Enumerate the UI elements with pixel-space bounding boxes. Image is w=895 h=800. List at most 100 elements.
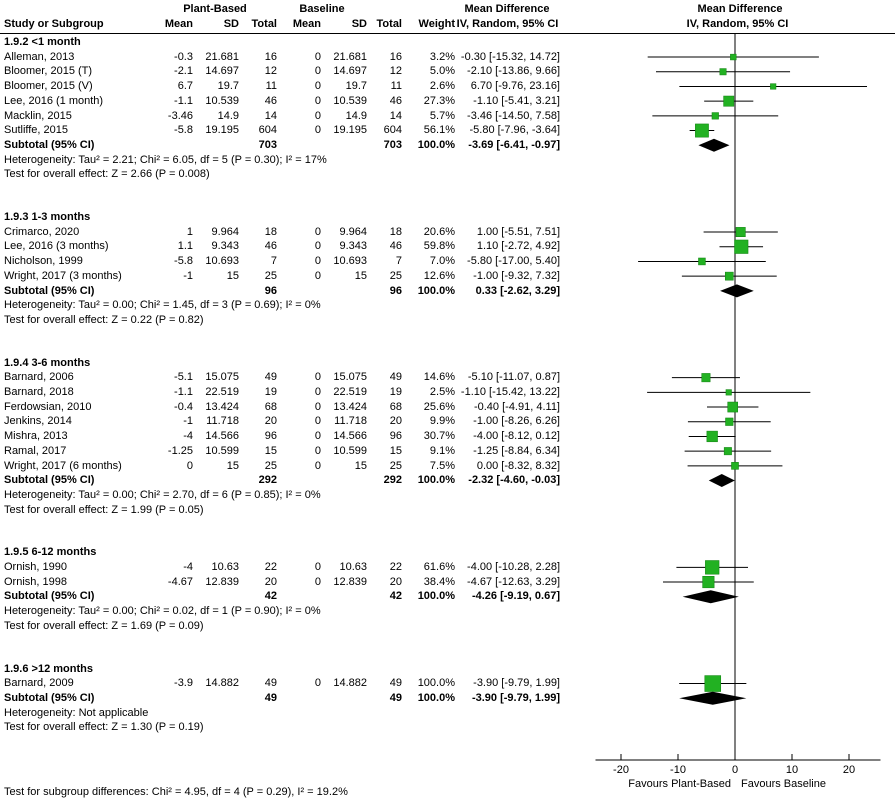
bl-mean: 0 — [314, 269, 321, 282]
heterogeneity-row-text: Heterogeneity: Tau² = 0.00; Chi² = 0.02,… — [4, 605, 321, 618]
study-name: Wright, 2017 (3 months) — [4, 269, 122, 282]
study-row: Barnard, 2006 -5.1 15.075 49 0 15.075 49 14.6% -… — [0, 370, 895, 385]
bl-mean: 0 — [314, 677, 321, 690]
table-header: Plant-Based Baseline Mean Difference Mea… — [0, 0, 895, 34]
bl-mean — [277, 284, 321, 299]
study-row: Bloomer, 2015 (T) -2.1 14.697 12 0 14.697 12 5.… — [0, 64, 895, 79]
pb-sd: 9.964 — [211, 225, 239, 238]
subgroup-header-row-text: 1.9.2 <1 month — [4, 36, 81, 48]
pb-sd: 14.9 — [217, 109, 239, 122]
subtotal-label: Subtotal (95% CI) — [4, 284, 95, 297]
overall-effect-row-text: Test for overall effect: Z = 0.22 (P = 0… — [4, 313, 204, 326]
subtotal-row: Subtotal (95% CI) 42 42 100.0% -4.26 [-9.19,… — [0, 589, 895, 604]
weight: 100.0% — [417, 590, 455, 603]
bl-mean — [277, 691, 321, 706]
pb-sd: 14.697 — [205, 65, 239, 78]
subtotal-label: Subtotal (95% CI) — [4, 138, 95, 151]
bl-total: 96 — [389, 430, 402, 443]
pb-sd — [193, 284, 239, 299]
bl-mean: 0 — [314, 240, 321, 253]
pb-sd: 15.075 — [205, 371, 239, 384]
bl-sd: 14.697 — [333, 65, 367, 78]
col-weight: Weight — [418, 18, 455, 30]
weight: 56.1% — [423, 124, 455, 137]
subtotal-row: Subtotal (95% CI) 292 292 100.0% -2.32 [-4.6… — [0, 473, 895, 488]
subgroup-header-row: 1.9.4 3-6 months — [0, 356, 895, 371]
bl-total: 15 — [389, 444, 402, 457]
study-row: Jenkins, 2014 -1 11.718 20 0 11.718 20 9.9% -1.0… — [0, 414, 895, 429]
weight: 59.8% — [423, 240, 455, 253]
study-name: Wright, 2017 (6 months) — [4, 459, 122, 472]
bl-mean: 0 — [314, 561, 321, 573]
bl-mean: 0 — [314, 430, 321, 443]
pb-sd: 15 — [226, 269, 239, 282]
study-row: Lee, 2016 (3 months) 1.1 9.343 46 0 9.343 46 59… — [0, 239, 895, 254]
bl-sd — [321, 473, 367, 488]
overall-effect-row-text: Test for overall effect: Z = 2.66 (P = 0… — [4, 168, 210, 181]
heterogeneity-row: Heterogeneity: Tau² = 0.00; Chi² = 2.70,… — [0, 488, 895, 503]
overall-effect-row-text: Test for overall effect: Z = 1.69 (P = 0… — [4, 619, 204, 632]
md-ci-text: 6.70 [-9.76, 23.16] — [470, 80, 560, 93]
weight: 30.7% — [423, 430, 455, 443]
bl-sd: 19.195 — [333, 124, 367, 137]
bl-mean — [277, 589, 321, 604]
bl-total: 7 — [395, 255, 402, 268]
effect-text-subtitle: IV, Random, 95% CI — [456, 18, 559, 30]
weight: 7.5% — [429, 459, 455, 472]
pb-mean: -0.3 — [174, 50, 193, 63]
bl-mean — [277, 473, 321, 488]
md-ci-text: 1.10 [-2.72, 4.92] — [476, 240, 560, 253]
study-name: Barnard, 2018 — [4, 386, 74, 398]
subtotal-label: Subtotal (95% CI) — [4, 474, 95, 487]
pb-mean — [144, 691, 193, 706]
study-row: Ferdowsian, 2010 -0.4 13.424 68 0 13.424 68 25.… — [0, 400, 895, 415]
subgroup-header-row: 1.9.2 <1 month — [0, 35, 895, 50]
bl-mean: 0 — [314, 255, 321, 268]
study-row: Bloomer, 2015 (V) 6.7 19.7 11 0 19.7 11 2.6% 6.7… — [0, 79, 895, 94]
col-bl-sd: SD — [351, 18, 367, 30]
bl-mean: 0 — [314, 386, 321, 398]
bl-total: 68 — [389, 400, 402, 413]
md-ci-text: -2.10 [-13.86, 9.66] — [467, 65, 560, 78]
subtotal-label: Subtotal (95% CI) — [4, 691, 95, 704]
bl-total: 703 — [383, 138, 402, 151]
bl-total: 11 — [390, 80, 402, 93]
overall-effect-row-text: Test for overall effect: Z = 1.30 (P = 0… — [4, 721, 204, 734]
pb-total: 49 — [264, 691, 277, 704]
pb-mean: 1 — [186, 225, 193, 238]
pb-mean: -4.67 — [167, 575, 193, 588]
pb-mean: 6.7 — [177, 80, 193, 93]
pb-sd: 10.693 — [205, 255, 239, 268]
study-name: Lee, 2016 (1 month) — [4, 94, 104, 107]
pb-mean: 1.1 — [177, 240, 193, 253]
bl-total: 42 — [389, 590, 402, 603]
bl-mean: 0 — [314, 371, 321, 384]
pb-mean: -2.1 — [174, 65, 193, 78]
axis-tick-label: 0 — [732, 764, 738, 776]
weight: 7.0% — [429, 255, 455, 268]
subgroup-header-row-text: 1.9.6 >12 months — [4, 662, 93, 675]
study-name: Bloomer, 2015 (V) — [4, 80, 93, 93]
pb-total: 703 — [258, 138, 277, 151]
study-name: Macklin, 2015 — [4, 109, 72, 122]
bl-sd — [321, 138, 367, 153]
pb-total: 22 — [264, 561, 277, 573]
weight: 25.6% — [423, 400, 455, 413]
overall-effect-row: Test for overall effect: Z = 0.22 (P = 0… — [0, 313, 895, 328]
col-study: Study or Subgroup — [4, 18, 104, 30]
pb-total: 49 — [264, 371, 277, 384]
bl-total: 604 — [383, 124, 402, 137]
favours-left-label: Favours Plant-Based — [628, 778, 731, 790]
pb-total: 11 — [265, 80, 277, 93]
md-ci-text: -3.90 [-9.79, 1.99] — [471, 691, 560, 704]
study-name: Barnard, 2009 — [4, 677, 74, 690]
axis-tick-label: 10 — [786, 764, 798, 776]
group2-header: Baseline — [299, 3, 345, 15]
bl-total: 19 — [389, 386, 402, 398]
weight: 100.0% — [417, 138, 455, 151]
weight: 9.1% — [429, 444, 455, 457]
subgroup-header-row: 1.9.6 >12 months — [0, 662, 895, 677]
study-row: Wright, 2017 (3 months) -1 15 25 0 15 25 12.6% -… — [0, 269, 895, 284]
pb-mean: -5.8 — [174, 255, 193, 268]
overall-effect-row-text: Test for overall effect: Z = 1.99 (P = 0… — [4, 503, 204, 516]
